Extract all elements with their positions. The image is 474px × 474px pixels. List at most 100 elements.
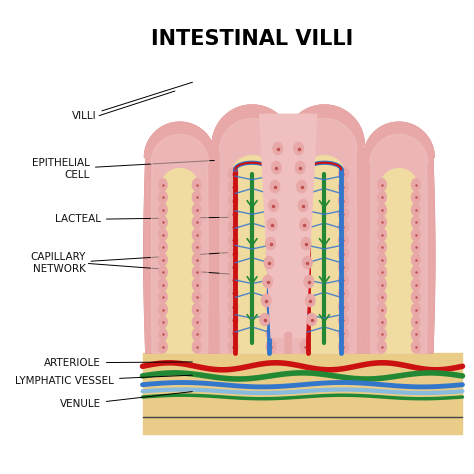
Polygon shape	[232, 156, 272, 353]
Polygon shape	[162, 169, 198, 353]
Polygon shape	[260, 114, 317, 338]
Ellipse shape	[159, 278, 167, 291]
Ellipse shape	[228, 313, 238, 327]
Ellipse shape	[297, 181, 306, 192]
Polygon shape	[144, 122, 216, 353]
Ellipse shape	[264, 256, 274, 269]
Ellipse shape	[378, 266, 386, 278]
Ellipse shape	[411, 254, 420, 266]
Ellipse shape	[338, 287, 348, 300]
Ellipse shape	[192, 204, 201, 216]
Polygon shape	[211, 105, 293, 353]
Ellipse shape	[192, 266, 201, 278]
Ellipse shape	[192, 228, 201, 241]
Polygon shape	[304, 156, 344, 353]
Ellipse shape	[411, 278, 420, 291]
Ellipse shape	[192, 191, 201, 203]
Ellipse shape	[338, 234, 348, 247]
Ellipse shape	[159, 341, 167, 353]
Ellipse shape	[378, 291, 386, 303]
Polygon shape	[381, 169, 417, 353]
Ellipse shape	[228, 287, 238, 300]
Ellipse shape	[159, 241, 167, 253]
Ellipse shape	[261, 294, 271, 307]
Ellipse shape	[192, 241, 201, 253]
Ellipse shape	[266, 247, 276, 260]
Polygon shape	[151, 135, 209, 353]
Ellipse shape	[301, 207, 310, 220]
Ellipse shape	[338, 340, 348, 353]
Ellipse shape	[411, 341, 420, 353]
Ellipse shape	[304, 275, 314, 288]
Ellipse shape	[273, 142, 283, 155]
Ellipse shape	[411, 216, 420, 228]
Ellipse shape	[411, 241, 420, 253]
Polygon shape	[292, 118, 357, 353]
Ellipse shape	[266, 327, 276, 340]
Ellipse shape	[301, 247, 310, 260]
Ellipse shape	[269, 200, 278, 212]
Ellipse shape	[378, 228, 386, 241]
Ellipse shape	[411, 291, 420, 303]
Ellipse shape	[301, 273, 310, 287]
Ellipse shape	[192, 216, 201, 228]
Polygon shape	[144, 122, 216, 353]
Ellipse shape	[307, 313, 317, 326]
Ellipse shape	[301, 313, 310, 327]
Ellipse shape	[301, 194, 310, 207]
Polygon shape	[219, 118, 285, 353]
Ellipse shape	[228, 260, 238, 273]
Ellipse shape	[338, 220, 348, 234]
Ellipse shape	[378, 278, 386, 291]
Ellipse shape	[378, 204, 386, 216]
Ellipse shape	[192, 254, 201, 266]
Ellipse shape	[159, 266, 167, 278]
Ellipse shape	[266, 167, 276, 181]
Ellipse shape	[295, 162, 305, 173]
Ellipse shape	[266, 287, 276, 300]
Ellipse shape	[192, 341, 201, 353]
Ellipse shape	[192, 303, 201, 316]
Ellipse shape	[378, 254, 386, 266]
Ellipse shape	[338, 181, 348, 194]
Ellipse shape	[159, 254, 167, 266]
Ellipse shape	[378, 216, 386, 228]
Ellipse shape	[301, 340, 310, 353]
Polygon shape	[284, 105, 365, 353]
Ellipse shape	[302, 256, 312, 269]
Ellipse shape	[159, 291, 167, 303]
Ellipse shape	[338, 247, 348, 260]
Ellipse shape	[378, 179, 386, 191]
Ellipse shape	[338, 194, 348, 207]
Text: CAPILLARY
NETWORK: CAPILLARY NETWORK	[30, 253, 229, 274]
Ellipse shape	[301, 237, 311, 250]
Ellipse shape	[159, 316, 167, 328]
Ellipse shape	[338, 313, 348, 327]
Ellipse shape	[338, 207, 348, 220]
Ellipse shape	[228, 194, 238, 207]
Ellipse shape	[159, 303, 167, 316]
Ellipse shape	[301, 181, 310, 194]
Ellipse shape	[266, 207, 276, 220]
Ellipse shape	[338, 260, 348, 273]
Polygon shape	[284, 105, 365, 353]
Ellipse shape	[192, 291, 201, 303]
Ellipse shape	[411, 266, 420, 278]
Ellipse shape	[378, 316, 386, 328]
Ellipse shape	[411, 316, 420, 328]
Ellipse shape	[411, 179, 420, 191]
Ellipse shape	[228, 340, 238, 353]
Ellipse shape	[266, 234, 276, 247]
Ellipse shape	[266, 260, 276, 273]
Ellipse shape	[301, 327, 310, 340]
Text: INTESTINAL VILLI: INTESTINAL VILLI	[151, 29, 353, 49]
Ellipse shape	[338, 300, 348, 313]
Ellipse shape	[228, 220, 238, 234]
Ellipse shape	[228, 234, 238, 247]
Ellipse shape	[301, 167, 310, 181]
Ellipse shape	[305, 294, 315, 307]
Ellipse shape	[228, 327, 238, 340]
Ellipse shape	[192, 278, 201, 291]
Ellipse shape	[159, 204, 167, 216]
Polygon shape	[212, 105, 292, 353]
